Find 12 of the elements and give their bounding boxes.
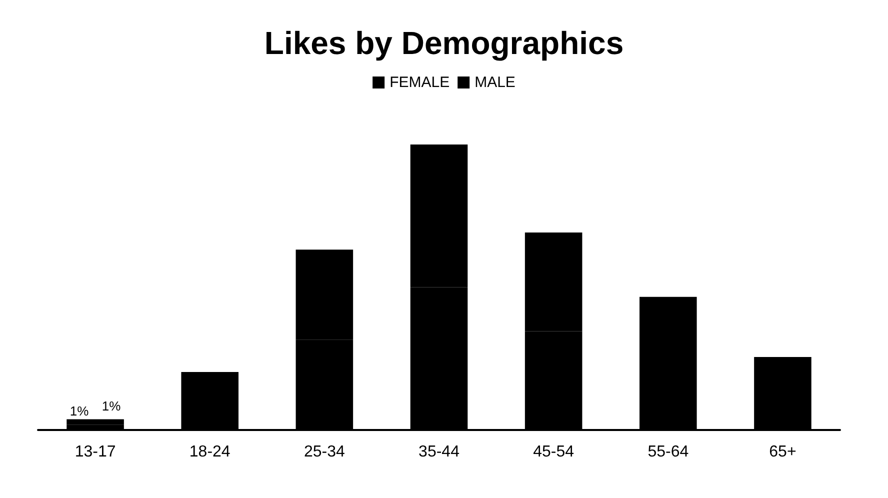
x-tick-label: 35-44 <box>418 444 460 460</box>
data-label: 1% <box>70 404 90 419</box>
legend-label: MALE <box>474 74 516 91</box>
x-tick-label: 13-17 <box>74 444 116 460</box>
data-label: 1% <box>102 398 122 414</box>
x-tick-label: 65+ <box>769 444 796 460</box>
x-tick-label: 18-24 <box>189 444 230 460</box>
legend-label: FEMALE <box>390 74 450 91</box>
x-tick-label: 25-34 <box>304 444 345 460</box>
chart-title: Likes by Demographics <box>264 25 624 61</box>
x-tick-label: 45-54 <box>533 444 574 460</box>
x-tick-label: 55-64 <box>648 444 689 460</box>
